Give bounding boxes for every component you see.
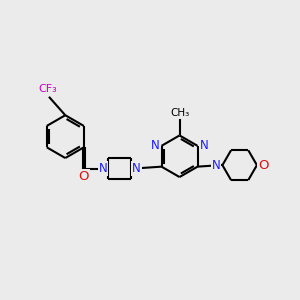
Text: CH₃: CH₃	[170, 108, 189, 118]
Text: O: O	[258, 159, 269, 172]
Text: N: N	[212, 159, 220, 172]
Text: CF₃: CF₃	[38, 84, 57, 94]
Text: N: N	[132, 162, 141, 175]
Text: O: O	[79, 170, 89, 183]
Text: N: N	[98, 162, 107, 175]
Text: N: N	[151, 139, 159, 152]
Text: N: N	[200, 139, 208, 152]
